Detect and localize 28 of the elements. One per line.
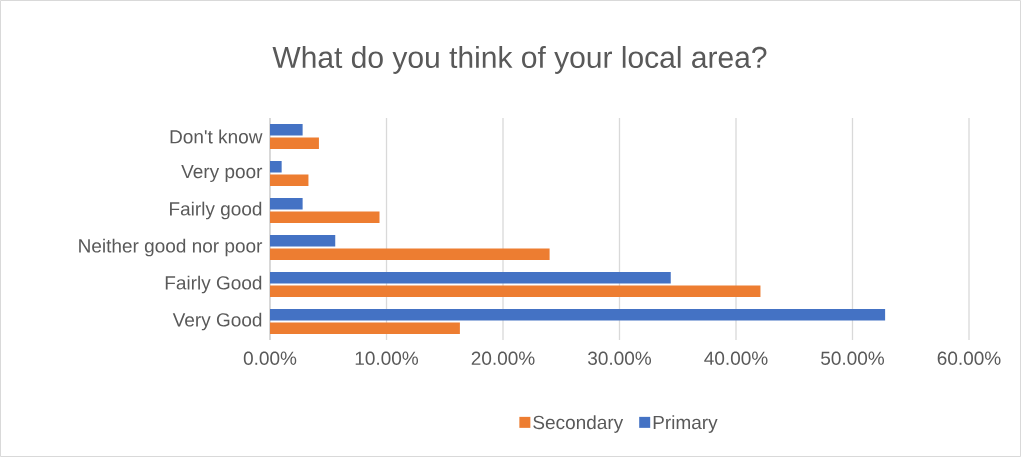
bar xyxy=(270,322,460,334)
x-tick-label: 20.00% xyxy=(471,351,535,365)
x-tick-label: 40.00% xyxy=(704,351,768,365)
x-tick-label: 10.00% xyxy=(355,351,419,365)
bar xyxy=(270,234,336,247)
bar xyxy=(270,137,319,149)
bar xyxy=(270,174,309,186)
bar xyxy=(270,198,303,210)
y-tick-label: Fairly good xyxy=(170,201,262,220)
bar xyxy=(270,285,761,297)
bar xyxy=(270,211,380,223)
bar xyxy=(270,123,303,136)
y-tick-label: Very poor xyxy=(181,165,263,182)
x-tick-label: 50.00% xyxy=(821,351,885,365)
chart-title: What do you think of your local area? xyxy=(272,46,767,74)
legend-label: Primary xyxy=(653,415,718,433)
x-tick-label: 0.00% xyxy=(243,351,297,365)
x-tick-label: 60.00% xyxy=(937,351,1001,365)
y-tick-label: Fairly Good xyxy=(165,275,262,294)
y-tick-label: Don't know xyxy=(170,129,263,144)
bar xyxy=(270,271,671,284)
y-tick-label: Neither good nor poor xyxy=(79,238,263,257)
bar xyxy=(270,161,282,173)
bar xyxy=(270,308,886,321)
y-tick-label: Very Good xyxy=(172,312,262,331)
x-tick-label: 30.00% xyxy=(588,351,652,365)
bar xyxy=(270,248,550,260)
legend-label: Secondary xyxy=(533,415,624,433)
